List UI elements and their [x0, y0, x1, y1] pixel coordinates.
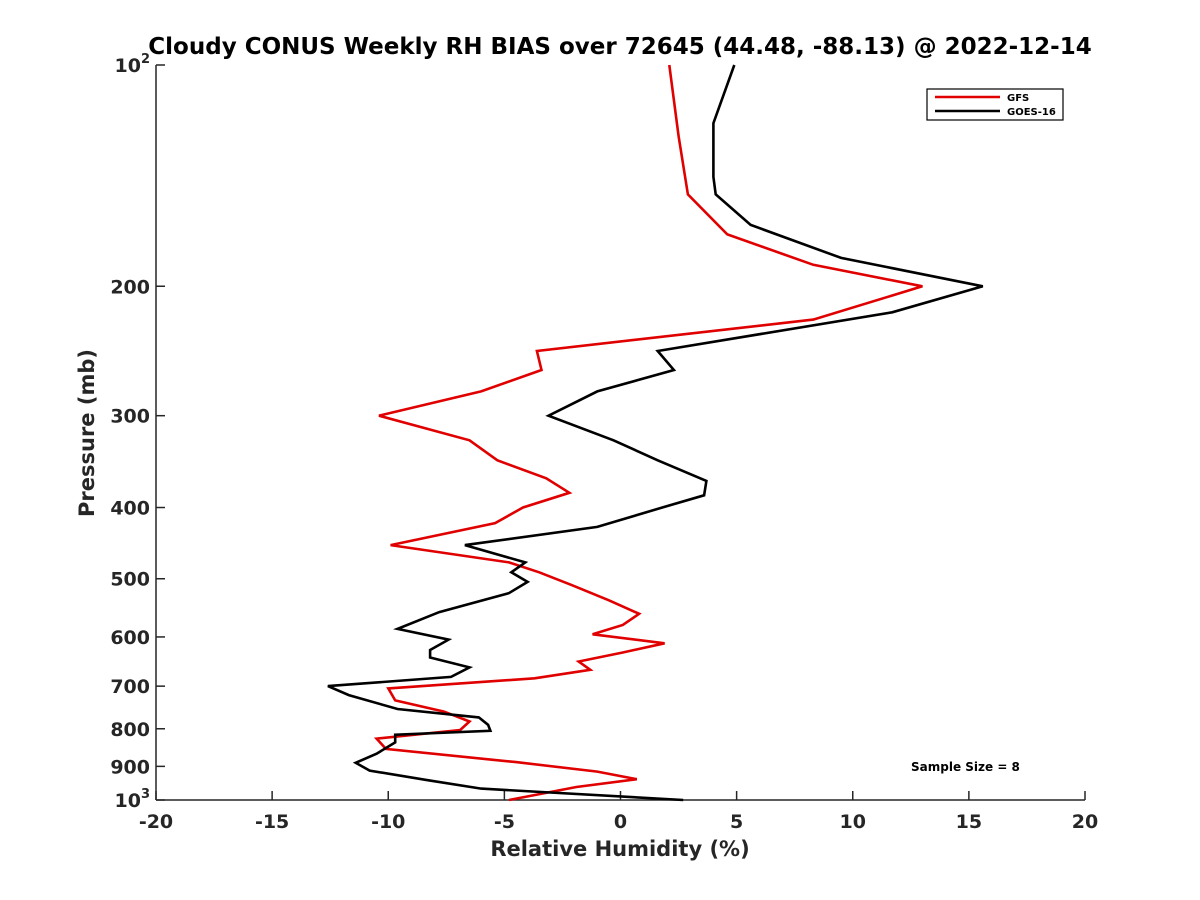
x-axis-label: Relative Humidity (%) [490, 837, 749, 861]
y-tick-label: 500 [110, 569, 150, 591]
y-tick-label: 400 [110, 498, 150, 520]
y-tick-label: 200 [110, 276, 150, 298]
x-tick-label: 10 [840, 811, 866, 833]
y-ticks: 102 200 300 400 500 600 700 800 900 103 [110, 52, 165, 812]
series-line-goes16 [327, 64, 984, 802]
y-tick-label: 800 [110, 719, 150, 741]
x-tick-label: 0 [614, 811, 627, 833]
sample-size-annotation: Sample Size = 8 [911, 760, 1020, 774]
y-tick-label: 300 [110, 406, 150, 428]
series-line-gfs [373, 64, 923, 802]
x-tick-label: -5 [494, 811, 515, 833]
x-tick-label: -20 [139, 811, 173, 833]
y-tick-label: 102 [115, 52, 151, 77]
chart-title: Cloudy CONUS Weekly RH BIAS over 72645 (… [148, 34, 1091, 60]
y-tick-label: 700 [110, 676, 150, 698]
legend-label-gfs: GFS [1007, 93, 1029, 104]
series-lines [327, 64, 984, 802]
x-tick-label: 15 [956, 811, 982, 833]
legend-label-goes16: GOES-16 [1007, 107, 1056, 118]
x-tick-label: -15 [255, 811, 289, 833]
x-tick-label: -10 [371, 811, 405, 833]
x-ticks: -20 -15 -10 -5 0 5 10 15 20 [139, 791, 1098, 833]
legend: GFS GOES-16 [926, 88, 1064, 121]
y-tick-label: 900 [110, 756, 150, 778]
x-tick-label: 20 [1072, 811, 1098, 833]
y-axis-label: Pressure (mb) [75, 349, 99, 517]
x-tick-label: 5 [730, 811, 743, 833]
y-tick-label: 103 [115, 787, 151, 812]
legend-box [926, 88, 1064, 121]
plot-area [155, 65, 1085, 801]
y-tick-label: 600 [110, 627, 150, 649]
